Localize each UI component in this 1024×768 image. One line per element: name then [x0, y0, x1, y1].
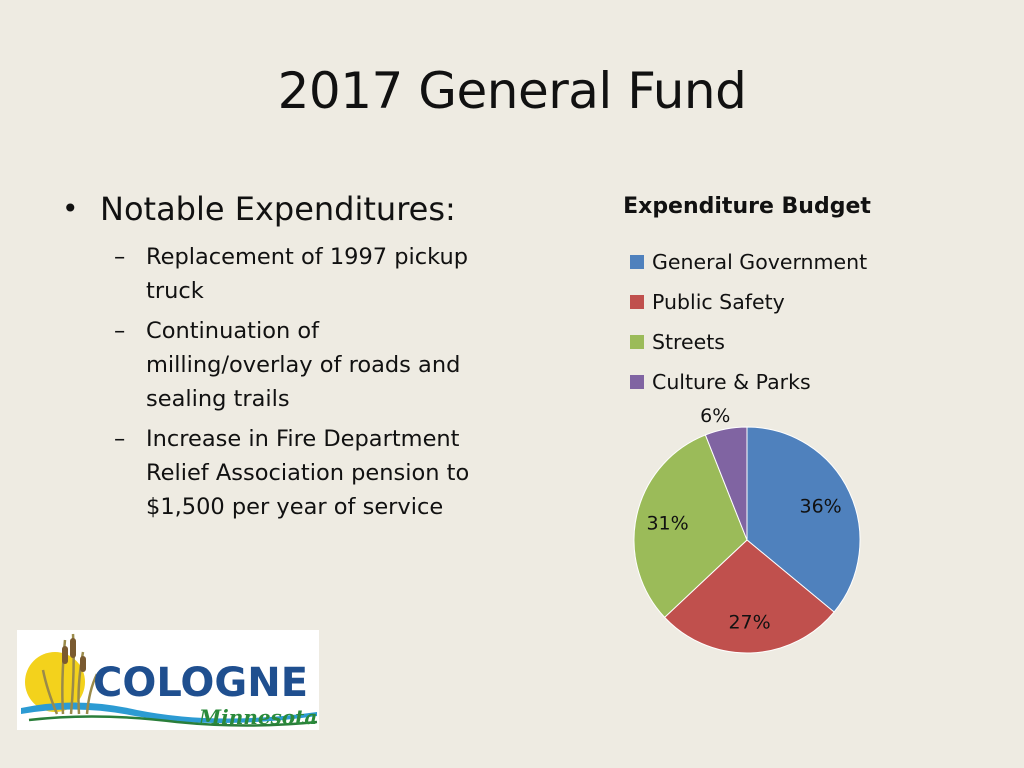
legend-label: Public Safety: [652, 290, 785, 314]
sub-bullet-text: Replacement of 1997 pickup truck: [146, 244, 469, 304]
pie-slice-streets: [633, 434, 748, 619]
sub-bullet-item: – Increase in Fire Department Relief Ass…: [114, 422, 522, 524]
dash-icon: –: [114, 426, 126, 452]
sub-bullet-list: – Replacement of 1997 pickup truck – Con…: [114, 240, 522, 524]
sub-bullet-text: Continuation of milling/overlay of roads…: [146, 318, 461, 412]
dash-icon: –: [114, 244, 126, 270]
pie-data-label: 36%: [799, 495, 841, 517]
legend-item: General Government: [630, 242, 867, 282]
sub-bullet-item: – Continuation of milling/overlay of roa…: [114, 314, 522, 416]
pie-data-label: 27%: [728, 611, 770, 633]
bullet-heading-row: • Notable Expenditures:: [62, 188, 522, 230]
pie-data-label: 6%: [700, 405, 730, 427]
legend-swatch: [630, 255, 644, 269]
pie-chart: Expenditure Budget General Government Pu…: [590, 188, 1010, 668]
bullet-icon: •: [62, 192, 79, 225]
legend-label: Streets: [652, 330, 725, 354]
chart-legend: General Government Public Safety Streets…: [630, 242, 867, 402]
pie-svg: 36% 27% 31% 6%: [633, 405, 861, 654]
legend-item: Public Safety: [630, 282, 867, 322]
legend-label: General Government: [652, 250, 868, 274]
legend-label: Culture & Parks: [652, 370, 811, 394]
cologne-logo: COLOGNE Minnesota: [17, 630, 319, 730]
logo-graphic: COLOGNE Minnesota: [21, 633, 317, 729]
bullet-list: • Notable Expenditures: – Replacement of…: [62, 188, 522, 530]
dash-icon: –: [114, 318, 126, 344]
bullet-heading: Notable Expenditures:: [100, 190, 456, 228]
chart-title: Expenditure Budget: [623, 194, 871, 219]
pie-slice-general-government: [746, 426, 861, 613]
legend-item: Streets: [630, 322, 867, 362]
legend-swatch: [630, 295, 644, 309]
sub-bullet-item: – Replacement of 1997 pickup truck: [114, 240, 522, 308]
legend-swatch: [630, 335, 644, 349]
sub-bullet-text: Increase in Fire Department Relief Assoc…: [146, 426, 470, 520]
pie-slice-public-safety: [663, 539, 835, 654]
logo-subword: Minnesota: [198, 705, 317, 729]
slide-title: 2017 General Fund: [277, 62, 747, 120]
pie-data-label: 31%: [646, 512, 688, 534]
legend-swatch: [630, 375, 644, 389]
pie-slice-culture-parks: [704, 426, 748, 541]
legend-item: Culture & Parks: [630, 362, 867, 402]
logo-word: COLOGNE: [93, 660, 308, 706]
